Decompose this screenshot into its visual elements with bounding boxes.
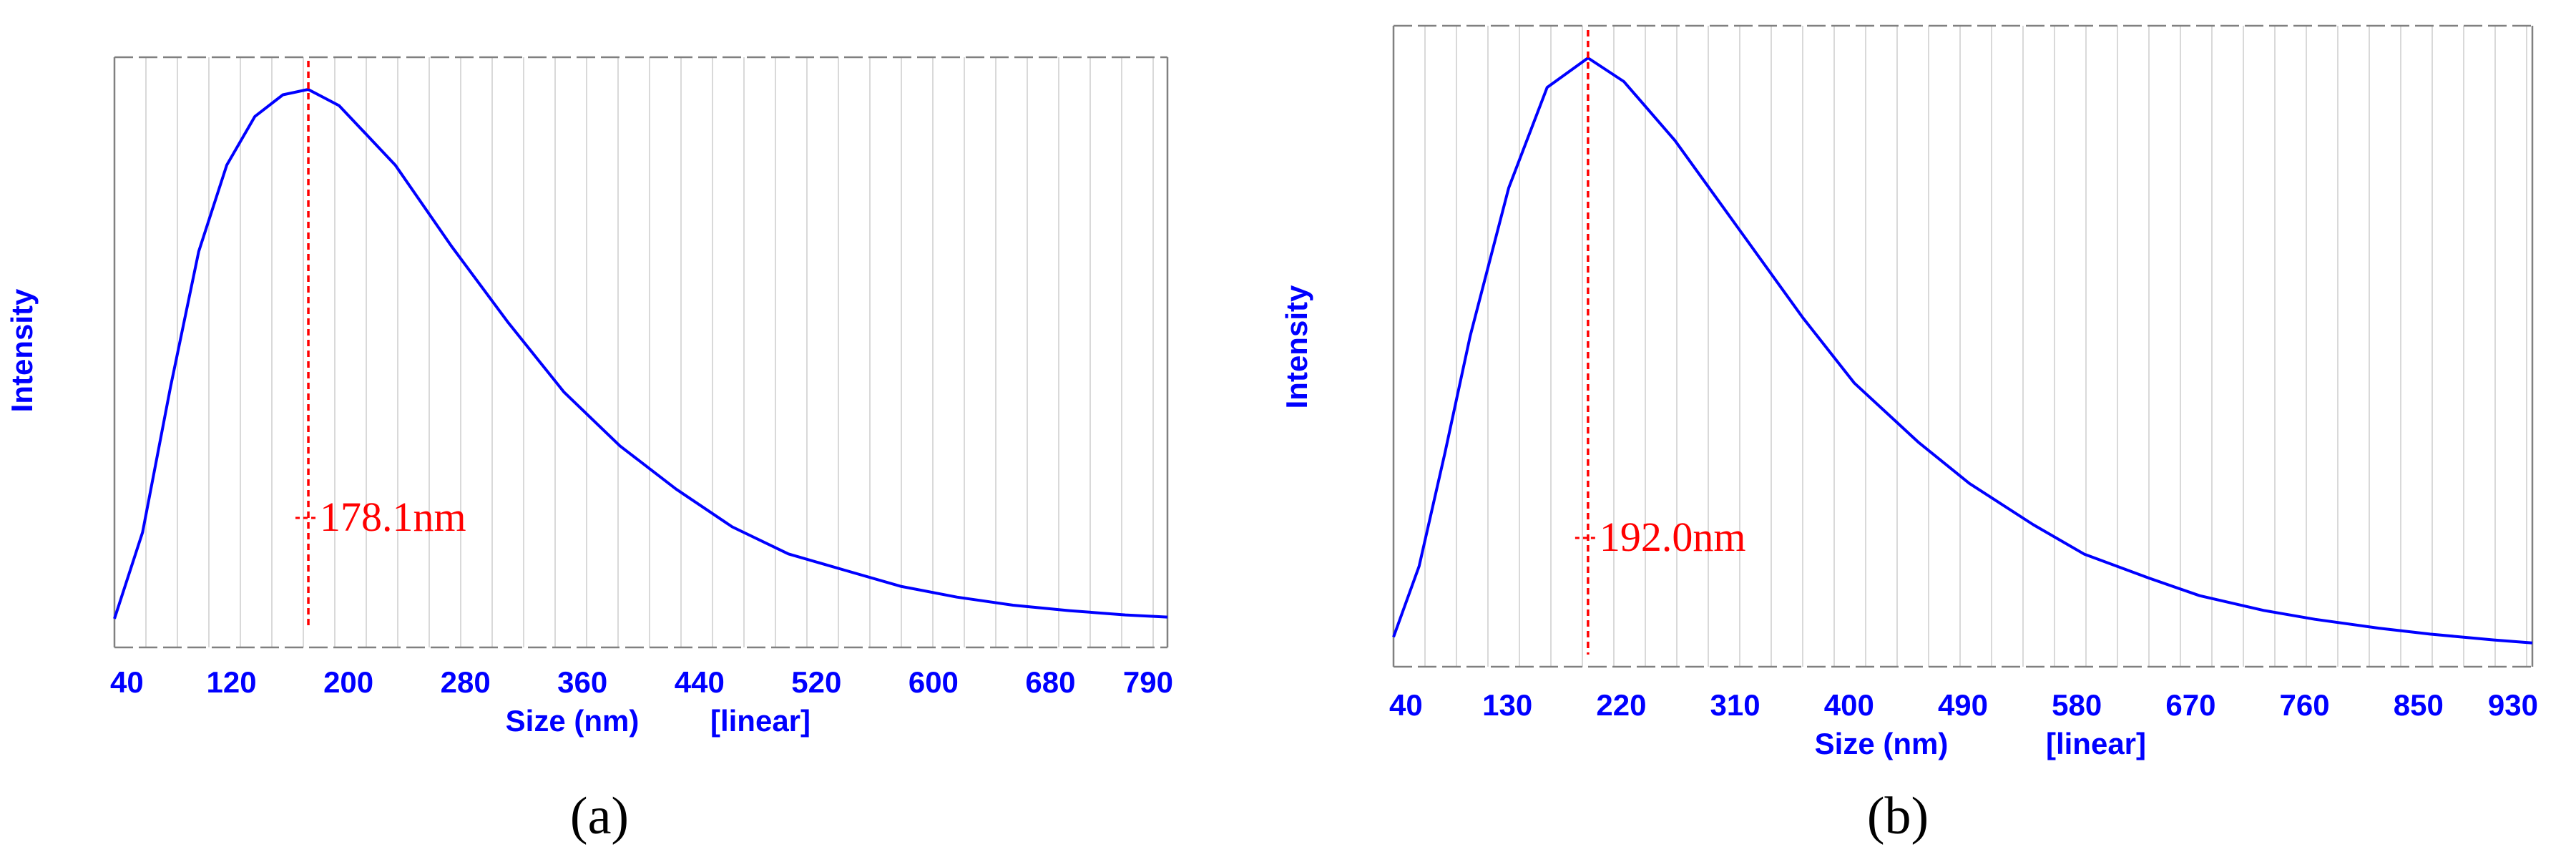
panel-b: 40 130 220 310 400 490 580 670 760 850 930 Size (nm… bbox=[1280, 24, 2538, 846]
x-tick-label: 40 bbox=[110, 665, 144, 699]
x-tick-label: 200 bbox=[323, 665, 373, 699]
x-tick-label: 490 bbox=[1938, 688, 1988, 722]
peak-label: 192.0nm bbox=[1600, 514, 1746, 560]
x-tick-label: 930 bbox=[2488, 688, 2538, 722]
x-tick-label: 760 bbox=[2280, 688, 2330, 722]
x-scale-label: [linear] bbox=[710, 704, 810, 738]
x-tick-label: 520 bbox=[791, 665, 841, 699]
x-scale-label: [linear] bbox=[2046, 727, 2146, 760]
y-axis-label: Intensity bbox=[5, 288, 39, 412]
x-tick-label: 580 bbox=[2052, 688, 2102, 722]
panel-a: 40 120 200 280 360 440 520 600 680 790 Size (nm) [l… bbox=[5, 56, 1173, 846]
x-tick-label: 40 bbox=[1389, 688, 1423, 722]
x-axis-label: Size (nm) bbox=[1815, 727, 1949, 760]
x-tick-label: 220 bbox=[1596, 688, 1646, 722]
x-tick-label: 360 bbox=[557, 665, 607, 699]
x-tick-label: 600 bbox=[909, 665, 959, 699]
x-tick-label: 130 bbox=[1482, 688, 1532, 722]
panel-label: (b) bbox=[1867, 787, 1929, 846]
size-distribution-line bbox=[113, 88, 1168, 620]
panel-label: (a) bbox=[570, 787, 629, 846]
x-tick-label: 310 bbox=[1710, 688, 1760, 722]
x-tick-label: 120 bbox=[207, 665, 257, 699]
x-tick-label: 680 bbox=[1025, 665, 1075, 699]
x-tick-label: 790 bbox=[1123, 665, 1173, 699]
x-tick-label: 280 bbox=[441, 665, 491, 699]
y-axis-label: Intensity bbox=[1280, 285, 1313, 408]
size-distribution-line bbox=[1392, 57, 2533, 645]
x-tick-label: 850 bbox=[2394, 688, 2444, 722]
x-tick-label: 440 bbox=[675, 665, 725, 699]
x-axis-label: Size (nm) bbox=[506, 704, 640, 738]
peak-label: 178.1nm bbox=[320, 494, 466, 540]
x-tick-label: 670 bbox=[2165, 688, 2215, 722]
x-tick-label: 400 bbox=[1824, 688, 1874, 722]
